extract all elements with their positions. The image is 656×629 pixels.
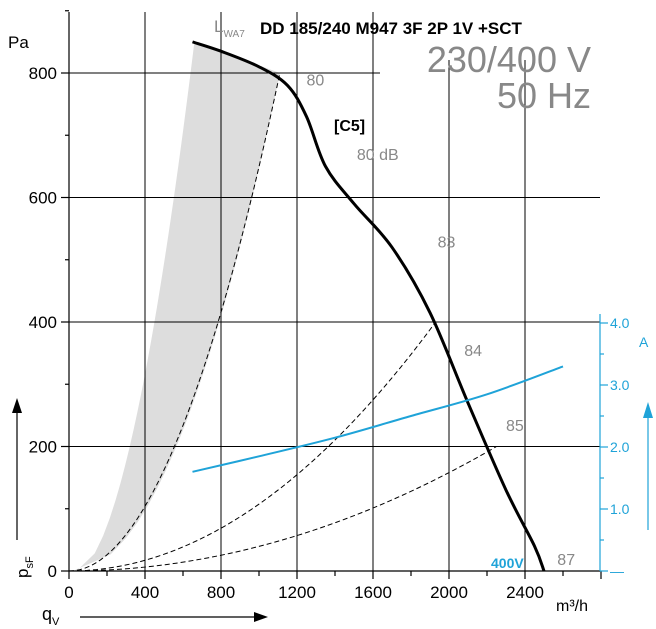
system-curves	[68, 72, 497, 572]
db-label: 80 dB	[357, 147, 399, 164]
system-curve	[68, 446, 497, 572]
x-tick-label: 2400	[506, 583, 544, 602]
db-label: 85	[506, 418, 524, 435]
y-arrow	[12, 398, 22, 540]
y2-tick-label: 1.0	[610, 501, 630, 517]
axes	[61, 10, 608, 579]
y2-tick-label: 2.0	[610, 439, 630, 455]
y2-tick-label: —	[610, 563, 624, 579]
y-axis-label: psF	[13, 556, 36, 578]
chart-title: DD 185/240 M947 3F 2P 1V +SCT	[260, 19, 523, 38]
y-tick-label: 0	[48, 562, 57, 581]
system-curve	[68, 321, 437, 572]
db-labels: 80 80 dB 83 84 85 87	[307, 72, 576, 568]
y2-arrow	[643, 402, 653, 530]
db-label: 83	[438, 234, 456, 251]
x-tick-label: 1200	[278, 583, 316, 602]
x-tick-label: 2000	[430, 583, 468, 602]
efficiency-band	[72, 41, 280, 571]
lwa-label: LWA7	[214, 17, 245, 40]
x-tick-label: 1600	[354, 583, 392, 602]
current-series-label: 400V	[491, 555, 524, 571]
y2-tick-label: 4.0	[610, 315, 630, 331]
y2-unit-label: A	[639, 334, 649, 350]
x-tick-label: 0	[64, 583, 73, 602]
voltage-label: 230/400 V	[427, 39, 591, 80]
tick-labels: 0 400 800 1200 1600 2000 2400 0 200 400 600 800 — 1.0…	[29, 64, 630, 602]
x-arrow	[80, 612, 268, 622]
y-tick-label: 400	[29, 313, 57, 332]
series-group	[192, 40, 564, 572]
y-tick-label: 800	[29, 64, 57, 83]
x-tick-label: 800	[207, 583, 235, 602]
x-unit-label: m³/h	[556, 598, 588, 615]
y-tick-label: 200	[29, 438, 57, 457]
db-label: 84	[464, 343, 482, 360]
db-label: 87	[557, 552, 575, 569]
frequency-label: 50 Hz	[497, 75, 591, 116]
x-tick-label: 400	[131, 583, 159, 602]
pressure-curve	[192, 40, 546, 572]
c5-annotation: [C5]	[334, 118, 365, 135]
grid	[69, 12, 600, 571]
y-unit-label: Pa	[8, 33, 29, 52]
y-tick-label: 600	[29, 189, 57, 208]
y2-tick-label: 3.0	[610, 377, 630, 393]
x-axis-label: qV	[42, 604, 60, 628]
current-curve	[192, 365, 564, 473]
system-curve	[68, 72, 281, 572]
db-label: 80	[307, 72, 325, 89]
